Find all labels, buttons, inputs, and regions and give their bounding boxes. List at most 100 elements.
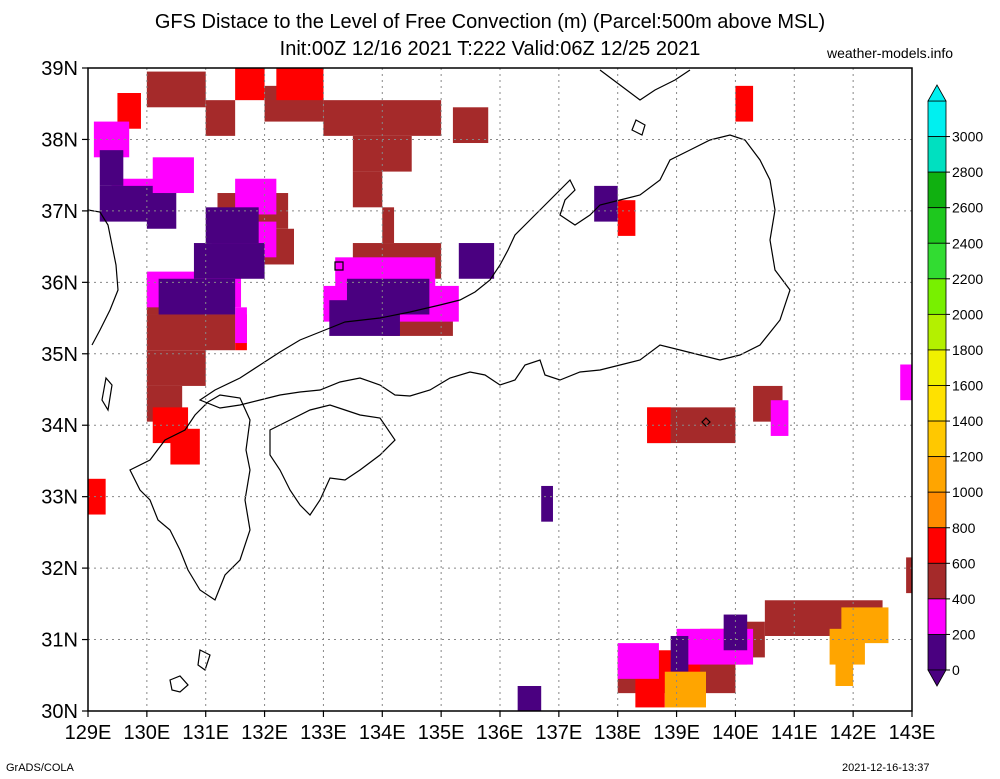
field-cell <box>617 200 636 236</box>
field-cell <box>146 314 236 351</box>
field-cell <box>170 428 200 465</box>
field-cell <box>158 278 236 315</box>
colorbar-label: 600 <box>952 555 976 571</box>
lfc-field-layer <box>88 68 912 711</box>
colorbar: 0 200 400 600 800 1000 1200 1400 1600 1800 2000 220… <box>927 84 983 687</box>
colorbar-label: 200 <box>952 626 976 642</box>
colorbar-segment <box>927 242 947 280</box>
grid-lines <box>88 68 912 711</box>
field-cell <box>205 100 236 136</box>
colorbar-segment <box>927 527 947 564</box>
x-tick-label: 135E <box>418 722 465 744</box>
coastline-tsushima <box>101 376 113 412</box>
y-tick-label: 36N <box>41 272 78 294</box>
x-tick-label: 134E <box>359 722 406 744</box>
field-cell <box>452 107 489 144</box>
field-cell <box>146 350 206 386</box>
y-tick-label: 33N <box>41 487 78 509</box>
coastline-korea <box>88 209 119 346</box>
field-cell <box>664 671 706 708</box>
y-tick-label: 37N <box>41 201 78 223</box>
coastline-layer <box>88 69 791 693</box>
footer-software: GrADS/COLA <box>6 762 74 774</box>
field-cell <box>276 68 324 101</box>
colorbar-segment <box>927 349 947 386</box>
field-cell <box>88 478 106 515</box>
footer-timestamp: 2021-12-16-13:37 <box>842 762 930 774</box>
x-tick-label: 139E <box>653 722 700 744</box>
colorbar-label: 1200 <box>952 449 983 465</box>
x-tick-label: 143E <box>889 722 936 744</box>
field-cell <box>329 300 400 336</box>
colorbar-label: 2400 <box>952 235 983 251</box>
field-cell <box>382 207 395 244</box>
colorbar-segment <box>927 278 947 315</box>
coastline-hokkaido <box>599 69 691 101</box>
colorbar-label: 1400 <box>952 413 983 429</box>
colorbar-segment <box>927 456 947 493</box>
colorbar-label: 800 <box>952 520 976 536</box>
y-tick-label: 30N <box>41 701 78 723</box>
field-cell <box>117 93 141 129</box>
colorbar-label: 0 <box>952 662 960 678</box>
field-cell <box>735 85 754 122</box>
x-tick-label: 138E <box>594 722 641 744</box>
x-tick-label: 129E <box>65 722 112 744</box>
coastline-honshu <box>198 134 791 409</box>
colorbar-label: 1000 <box>952 484 983 500</box>
coastline-tanegashima <box>197 649 211 671</box>
field-cell <box>841 607 889 644</box>
colorbar-segment <box>927 207 947 244</box>
colorbar-segment <box>927 598 947 635</box>
x-tick-label: 132E <box>241 722 288 744</box>
colorbar-segment <box>927 491 947 529</box>
field-cell <box>770 400 789 436</box>
field-cell <box>541 485 553 522</box>
field-cell <box>352 171 383 208</box>
colorbar-segment <box>927 136 947 173</box>
colorbar-segment <box>927 171 947 209</box>
x-tick-label: 142E <box>830 722 877 744</box>
field-cell <box>205 207 259 244</box>
colorbar-top-arrow <box>927 84 947 102</box>
field-cell <box>906 557 912 594</box>
field-cell <box>235 68 265 101</box>
field-cell <box>458 243 495 279</box>
colorbar-label: 2800 <box>952 164 983 180</box>
x-tick-label: 137E <box>535 722 582 744</box>
coastline-oki <box>334 261 344 271</box>
field-cell <box>193 243 265 279</box>
coastline-kyushu <box>129 394 251 601</box>
colorbar-segment <box>927 385 947 422</box>
coastline-sado <box>631 119 646 136</box>
field-cell <box>99 185 153 222</box>
field-cell <box>146 71 206 108</box>
colorbar-segment <box>927 313 947 351</box>
field-cell <box>99 150 124 186</box>
colorbar-bottom-arrow <box>927 669 947 687</box>
x-tick-label: 133E <box>300 722 347 744</box>
field-cell <box>670 635 689 672</box>
coastline-okinawa <box>169 675 189 693</box>
field-cell <box>900 364 912 401</box>
colorbar-label: 400 <box>952 591 976 607</box>
y-tick-label: 38N <box>41 129 78 151</box>
x-tick-label: 136E <box>477 722 524 744</box>
y-tick-label: 39N <box>41 58 78 80</box>
y-tick-label: 35N <box>41 344 78 366</box>
field-cell <box>617 643 659 679</box>
colorbar-segment <box>927 634 947 671</box>
colorbar-label: 1800 <box>952 342 983 358</box>
x-tick-label: 130E <box>123 722 170 744</box>
coastline-izu-islands <box>701 417 711 427</box>
coastline-shikoku <box>269 404 396 516</box>
colorbar-label: 2000 <box>952 306 983 322</box>
y-tick-label: 34N <box>41 415 78 437</box>
credit-text[interactable]: weather-models.info <box>827 45 954 61</box>
x-tick-label: 140E <box>712 722 759 744</box>
colorbar-segment <box>927 420 947 458</box>
map-subtitle: Init:00Z 12/16 2021 T:222 Valid:06Z 12/2… <box>279 38 701 60</box>
field-cell <box>835 650 854 686</box>
y-tick-label: 32N <box>41 558 78 580</box>
